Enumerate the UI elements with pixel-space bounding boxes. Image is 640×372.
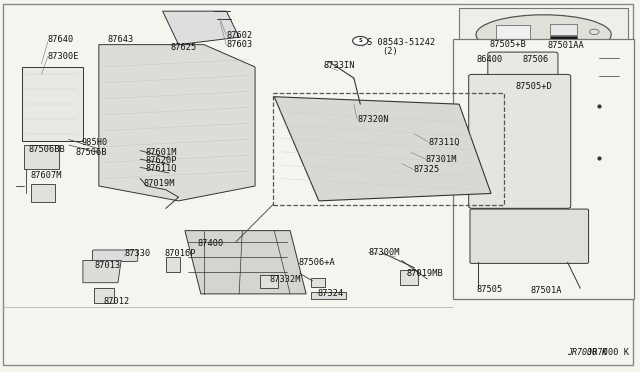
Bar [311,292,346,299]
Bar [273,93,504,205]
Text: 87330: 87330 [124,249,150,258]
Text: 87320N: 87320N [357,115,388,124]
Circle shape [589,29,599,35]
Text: 87506: 87506 [523,55,549,64]
Bar [94,288,113,303]
Text: 87301M: 87301M [426,155,458,164]
Text: 87506BB: 87506BB [29,145,65,154]
Text: 87601M: 87601M [145,148,177,157]
Bar [260,275,278,288]
Text: 87620P: 87620P [145,156,177,165]
Bar [452,39,634,299]
Text: 87643: 87643 [107,35,133,44]
Bar [31,184,55,202]
Text: 86400: 86400 [477,55,503,64]
Text: S 08543-51242: S 08543-51242 [367,38,435,47]
Text: JR7000 K: JR7000 K [566,348,607,357]
Text: 8733IN: 8733IN [324,61,355,70]
Text: 87013: 87013 [94,262,120,270]
Text: 87332M: 87332M [269,275,301,284]
Bar [459,8,628,63]
Circle shape [353,36,368,45]
Text: 87506B: 87506B [76,148,107,157]
Text: (2): (2) [383,47,398,56]
Text: 87019M: 87019M [143,179,175,187]
Text: 87300E: 87300E [48,52,79,61]
Polygon shape [99,45,255,201]
Text: 87603: 87603 [227,40,253,49]
FancyBboxPatch shape [3,4,633,365]
Polygon shape [185,231,306,294]
Polygon shape [163,11,239,45]
Text: 87501AA: 87501AA [547,41,584,50]
Bar [550,36,577,48]
Text: 87311Q: 87311Q [429,138,460,147]
Text: 87505+D: 87505+D [515,82,552,91]
Ellipse shape [476,15,611,54]
Text: 87607M: 87607M [31,171,62,180]
Text: 87325: 87325 [413,165,440,174]
Text: 87602: 87602 [227,31,253,40]
Text: 87016P: 87016P [164,249,196,258]
Text: 87019MB: 87019MB [407,269,444,278]
Text: 87300M: 87300M [369,248,400,257]
Text: 87505: 87505 [477,285,503,294]
Bar [496,25,530,43]
Text: 87012: 87012 [103,297,129,306]
Polygon shape [22,67,83,141]
Bar [550,23,577,35]
Polygon shape [83,260,121,283]
Bar [24,145,60,169]
Polygon shape [274,97,491,201]
Text: S: S [358,38,362,44]
Text: 87400: 87400 [198,239,224,248]
Bar [166,257,180,272]
Text: 87324: 87324 [317,289,344,298]
Text: 87506+A: 87506+A [298,258,335,267]
Text: JR7000 K: JR7000 K [587,348,628,357]
Text: 87611Q: 87611Q [145,164,177,173]
FancyBboxPatch shape [468,74,571,208]
Bar [401,270,419,285]
FancyBboxPatch shape [488,52,558,86]
FancyBboxPatch shape [470,209,589,263]
Text: 87501A: 87501A [531,286,562,295]
Bar [311,278,325,287]
Text: 87625: 87625 [171,43,197,52]
Text: 87640: 87640 [48,35,74,44]
Text: 87505+B: 87505+B [490,40,527,49]
Text: 985H0: 985H0 [82,138,108,147]
FancyBboxPatch shape [92,250,138,262]
